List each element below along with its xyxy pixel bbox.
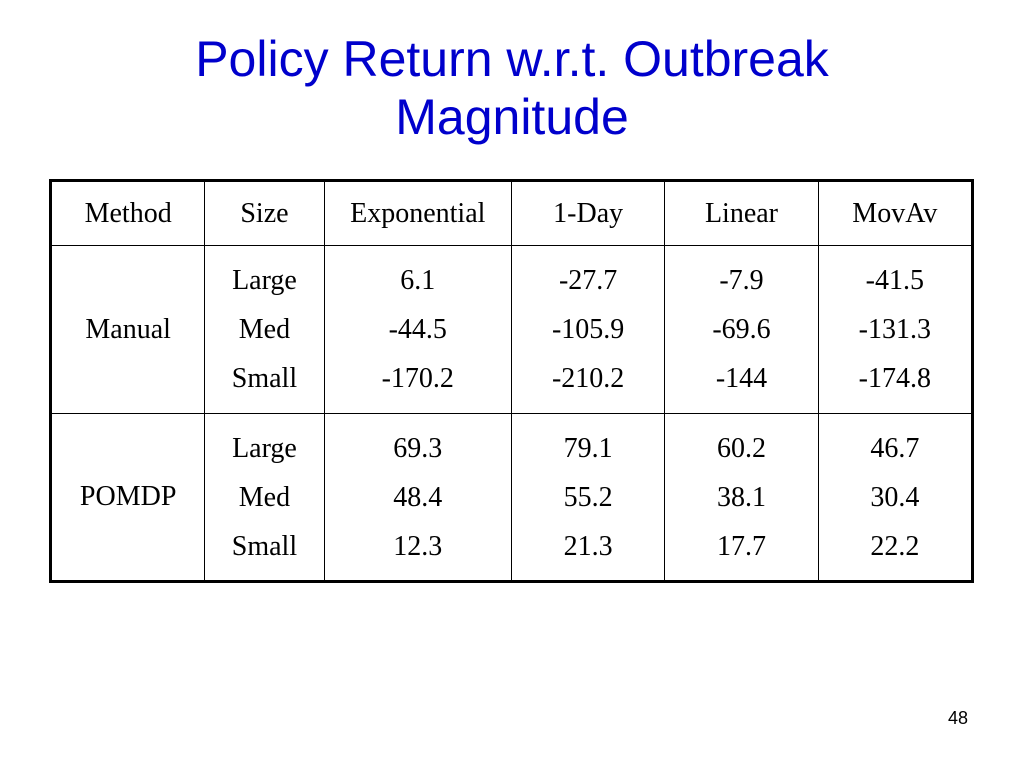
cell-exponential-pomdp: 69.3 48.4 12.3 [323, 413, 512, 582]
value-cell: -7.9 [719, 265, 764, 296]
value-cell: 38.1 [716, 481, 766, 513]
value-cell: -174.8 [858, 363, 931, 394]
table-header-row: Method Size Exponential 1-Day Linear Mov… [49, 180, 974, 246]
cell-method-manual: Manual [49, 245, 206, 414]
cell-movav-manual: -41.5 -131.3 -174.8 [817, 245, 974, 414]
value-cell: 12.3 [393, 530, 443, 562]
cell-1-day-manual: -27.7 -105.9 -210.2 [510, 245, 666, 414]
value-cell: -105.9 [551, 314, 625, 345]
size-med: Med [238, 481, 291, 513]
value-cell: 6.1 [400, 265, 436, 296]
slide-title-line-2: Magnitude [395, 89, 629, 145]
cell-sizes-pomdp: Large Med Small [204, 413, 325, 582]
cell-linear-manual: -7.9 -69.6 -144 [664, 245, 819, 414]
cell-linear-pomdp: 60.2 38.1 17.7 [664, 413, 819, 582]
cell-exponential-manual: 6.1 -44.5 -170.2 [323, 245, 512, 414]
table-row-manual: Manual Large Med Small 6.1 -44.5 -170.2 … [49, 245, 974, 414]
value-cell: -210.2 [551, 363, 625, 394]
table-row-pomdp: POMDP Large Med Small 69.3 48.4 12.3 79.… [49, 413, 974, 582]
value-cell: 22.2 [870, 530, 920, 562]
value-cell: 30.4 [870, 481, 920, 513]
header-movav: MovAv [817, 180, 974, 246]
value-cell: -170.2 [381, 363, 454, 394]
header-1-day: 1-Day [510, 180, 666, 246]
value-cell: -144 [715, 363, 768, 394]
value-cell: 60.2 [716, 432, 766, 464]
value-cell: -44.5 [388, 314, 447, 345]
slide-title-line-1: Policy Return w.r.t. Outbreak [195, 31, 829, 87]
header-method: Method [49, 180, 206, 246]
value-cell: -41.5 [865, 265, 924, 296]
header-exponential: Exponential [323, 180, 512, 246]
value-cell: 79.1 [563, 432, 613, 464]
slide-title: Policy Return w.r.t. Outbreak Magnitude [0, 30, 1024, 146]
header-size: Size [204, 180, 325, 246]
cell-movav-pomdp: 46.7 30.4 22.2 [817, 413, 974, 582]
header-linear: Linear [664, 180, 819, 246]
policy-return-table: Method Size Exponential 1-Day Linear Mov… [49, 179, 974, 583]
cell-method-pomdp: POMDP [49, 413, 206, 582]
value-cell: 55.2 [563, 481, 613, 513]
value-cell: 21.3 [563, 530, 613, 562]
size-small: Small [231, 363, 298, 394]
value-cell: 46.7 [870, 432, 920, 464]
size-small: Small [231, 530, 298, 562]
value-cell: 48.4 [393, 481, 443, 513]
page-number: 48 [947, 708, 968, 728]
cell-1-day-pomdp: 79.1 55.2 21.3 [510, 413, 666, 582]
size-med: Med [238, 314, 291, 345]
value-cell: -27.7 [558, 265, 618, 296]
value-cell: 69.3 [393, 432, 443, 464]
size-large: Large [232, 432, 297, 464]
cell-sizes-manual: Large Med Small [204, 245, 325, 414]
value-cell: -69.6 [712, 314, 771, 345]
value-cell: -131.3 [858, 314, 931, 345]
value-cell: 17.7 [716, 530, 766, 562]
size-large: Large [232, 265, 297, 296]
